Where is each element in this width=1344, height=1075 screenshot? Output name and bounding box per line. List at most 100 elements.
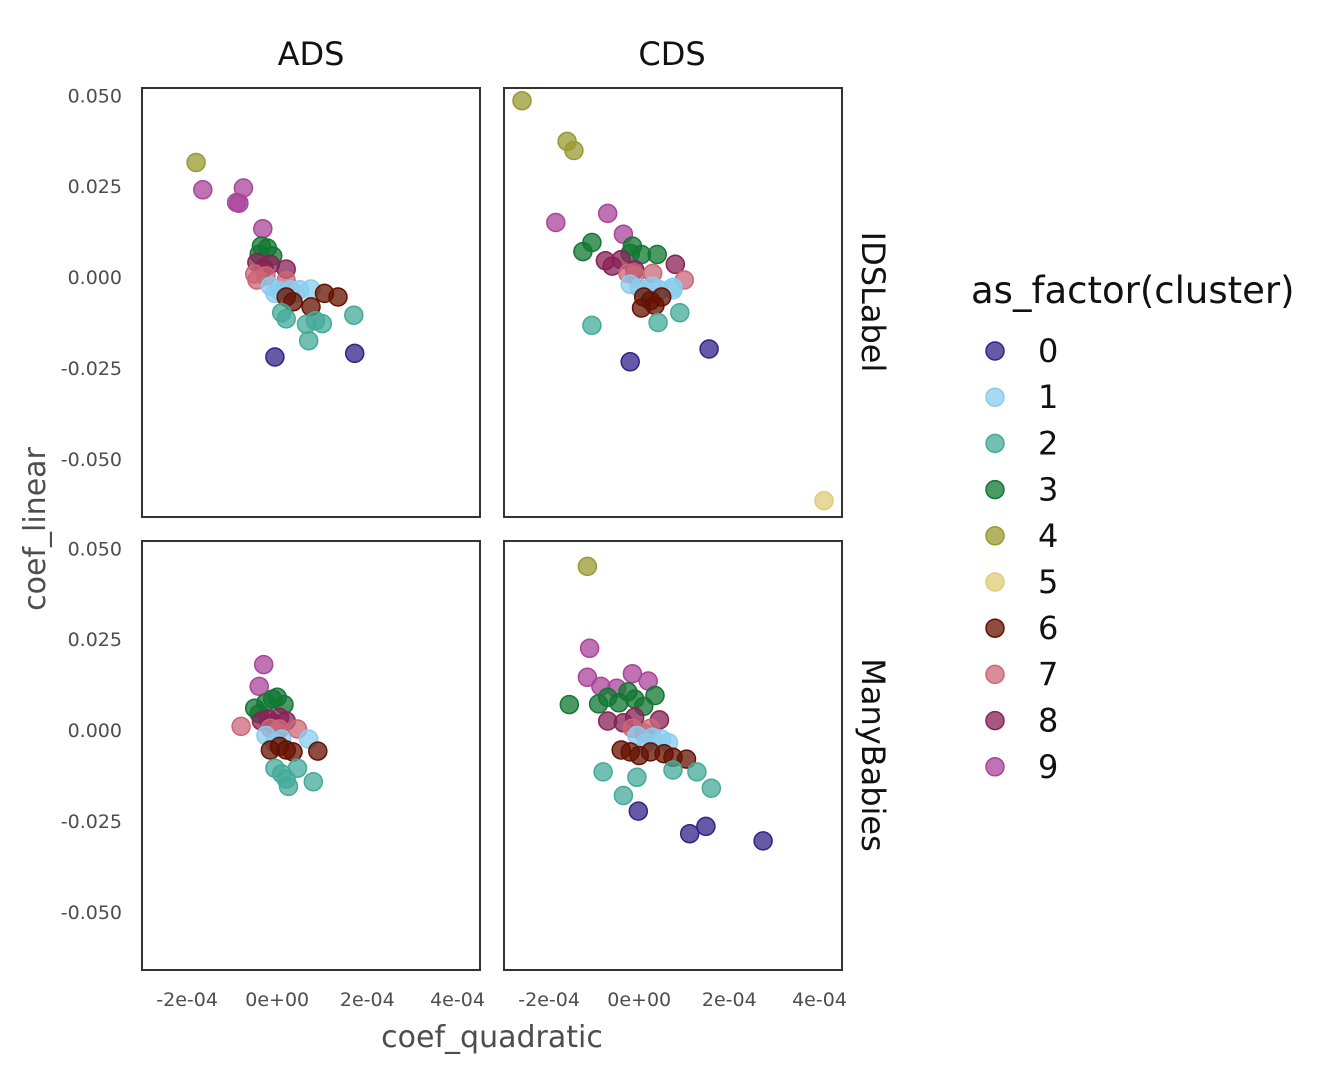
scatter-point-cluster-6 (328, 287, 348, 307)
scatter-point-cluster-9 (229, 193, 249, 213)
scatter-point-cluster-4 (186, 152, 206, 173)
legend-swatch-cluster-5 (985, 572, 1005, 592)
legend-label-cluster-2: 2 (1038, 424, 1058, 462)
scatter-point-cluster-2 (287, 758, 308, 778)
y-tick-label: 0.000 (68, 720, 122, 742)
legend-label-cluster-3: 3 (1038, 471, 1058, 509)
y-axis-ticks-top: 0.050 0.025 0.000 -0.025 -0.050 (61, 85, 122, 471)
y-tick-label: 0.025 (68, 629, 122, 651)
points-layer (512, 90, 834, 511)
y-tick-label: 0.050 (68, 538, 122, 560)
legend-entries: 0 1 2 3 4 5 6 7 8 9 (985, 332, 1058, 786)
legend-swatch-cluster-1 (985, 387, 1005, 407)
scatter-point-cluster-9 (579, 638, 600, 659)
scatter-point-cluster-2 (303, 771, 324, 792)
facet-column-label-cds: CDS (638, 35, 705, 73)
scatter-point-cluster-3 (559, 694, 580, 715)
points-layer (186, 152, 365, 367)
y-tick-label: -0.025 (61, 358, 122, 380)
y-tick-label: -0.050 (61, 449, 122, 471)
scatter-point-cluster-2 (663, 760, 683, 780)
facet-panel-ads-idslabel (141, 87, 481, 518)
scatter-point-cluster-9 (253, 218, 273, 239)
scatter-point-cluster-2 (312, 313, 333, 334)
scatter-point-cluster-2 (670, 302, 690, 323)
scatter-point-cluster-0 (265, 347, 285, 367)
scatter-point-cluster-6 (676, 749, 697, 769)
scatter-point-cluster-9 (253, 654, 274, 675)
facet-row-label-idslabel: IDSLabel (854, 232, 892, 373)
panel-border (503, 87, 843, 518)
scatter-point-cluster-4 (564, 140, 584, 161)
x-tick-label: 2e-04 (702, 989, 757, 1011)
scatter-point-cluster-0 (344, 343, 365, 364)
scatter-point-cluster-2 (687, 762, 707, 782)
legend-label-cluster-8: 8 (1038, 702, 1058, 740)
legend-label-cluster-1: 1 (1038, 378, 1058, 416)
scatter-point-cluster-3 (647, 244, 667, 265)
x-tick-label: 4e-04 (430, 989, 485, 1011)
scatter-point-cluster-0 (753, 831, 773, 851)
scatter-point-cluster-2 (593, 762, 613, 782)
scatter-point-cluster-6 (283, 742, 303, 762)
legend-swatch-cluster-8 (985, 710, 1005, 731)
x-axis-ticks-left: -2e-04 0e+00 2e-04 4e-04 (156, 989, 485, 1011)
legend-swatch-cluster-2 (985, 433, 1005, 454)
scatter-point-cluster-2 (648, 312, 668, 333)
x-tick-label: -2e-04 (518, 989, 580, 1011)
facet-column-label-ads: ADS (278, 35, 345, 73)
facet-row-label-manybabies: ManyBabies (854, 658, 892, 852)
scatter-point-cluster-3 (645, 685, 665, 706)
scatter-point-cluster-2 (627, 767, 647, 788)
y-tick-label: -0.025 (61, 811, 122, 833)
scatter-point-cluster-2 (701, 778, 722, 798)
scatter-point-cluster-9 (249, 676, 269, 697)
facet-panel-ads-manybabies (141, 540, 481, 971)
scatter-point-cluster-9 (597, 203, 618, 224)
panel-border (141, 87, 481, 518)
scatter-point-cluster-6 (308, 741, 328, 761)
legend-swatch-cluster-4 (985, 526, 1005, 546)
scatter-point-cluster-4 (577, 556, 598, 577)
scatter-point-cluster-7 (231, 716, 251, 737)
legend-label-cluster-0: 0 (1038, 332, 1058, 370)
y-axis-title: coef_linear (18, 446, 53, 610)
x-tick-label: 4e-04 (792, 989, 847, 1011)
legend-label-cluster-4: 4 (1038, 517, 1058, 555)
panel-border (503, 540, 843, 971)
scatter-point-cluster-4 (512, 90, 532, 111)
scatter-point-cluster-0 (679, 823, 700, 844)
y-tick-label: -0.050 (61, 902, 122, 924)
scatter-point-cluster-0 (628, 801, 649, 821)
scatter-point-cluster-2 (298, 330, 319, 351)
scatter-point-cluster-0 (699, 339, 719, 359)
x-tick-label: 0e+00 (245, 989, 309, 1011)
scatter-point-cluster-9 (193, 180, 213, 200)
legend-swatch-cluster-0 (985, 341, 1005, 361)
panel-border (141, 540, 481, 971)
scatter-point-cluster-9 (622, 663, 643, 684)
scatter-point-cluster-6 (651, 287, 672, 307)
legend-swatch-cluster-7 (985, 664, 1005, 685)
facet-panel-cds-idslabel (503, 87, 843, 518)
y-tick-label: 0.025 (68, 176, 122, 198)
y-axis-ticks-bottom: 0.050 0.025 0.000 -0.025 -0.050 (61, 538, 122, 924)
scatter-point-cluster-2 (613, 785, 634, 806)
x-tick-label: -2e-04 (156, 989, 218, 1011)
scatter-point-cluster-5 (814, 490, 834, 511)
legend-title: as_factor(cluster) (971, 269, 1295, 312)
scatter-point-cluster-0 (696, 816, 716, 837)
legend-swatch-cluster-9 (985, 757, 1005, 777)
scatter-point-cluster-0 (620, 352, 640, 372)
points-layer (231, 654, 328, 797)
legend-label-cluster-5: 5 (1038, 563, 1058, 601)
scatter-point-cluster-2 (344, 305, 364, 325)
x-tick-label: 2e-04 (340, 989, 395, 1011)
x-tick-label: 0e+00 (607, 989, 671, 1011)
scatter-point-cluster-9 (546, 212, 566, 233)
x-axis-ticks-right: -2e-04 0e+00 2e-04 4e-04 (518, 989, 847, 1011)
legend-swatch-cluster-6 (985, 618, 1005, 638)
legend-label-cluster-9: 9 (1038, 748, 1058, 786)
legend-label-cluster-6: 6 (1038, 609, 1058, 647)
